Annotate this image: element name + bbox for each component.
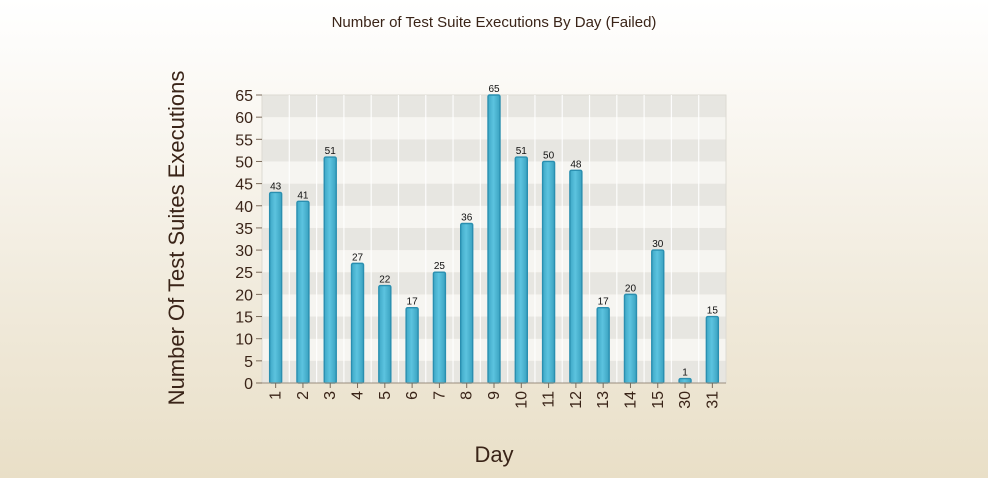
y-axis-label: Number Of Test Suites Executions bbox=[164, 71, 189, 406]
bar bbox=[350, 262, 365, 384]
y-tick-label: 40 bbox=[235, 199, 253, 216]
vertical-gridlines bbox=[288, 95, 700, 383]
x-tick-label: 3 bbox=[322, 391, 339, 400]
plot-area: 43 41 51 27 22 17 25 36 65 51 50 48 17 20 30 1 15 bbox=[261, 84, 727, 384]
bar bbox=[569, 169, 583, 384]
data-label: 30 bbox=[652, 239, 664, 250]
data-label: 48 bbox=[570, 159, 582, 170]
x-tick-label: 7 bbox=[431, 391, 448, 400]
bar bbox=[323, 156, 337, 384]
bar bbox=[705, 315, 720, 384]
y-tick-label: 20 bbox=[235, 287, 253, 304]
y-tick-label: 60 bbox=[235, 110, 253, 127]
x-tick-label: 11 bbox=[541, 391, 558, 408]
y-tick-label: 0 bbox=[244, 376, 253, 393]
y-tick-label: 50 bbox=[235, 154, 253, 171]
y-tick-label: 65 bbox=[235, 88, 253, 105]
data-label: 25 bbox=[434, 261, 446, 272]
data-label: 22 bbox=[379, 275, 391, 286]
data-label: 20 bbox=[625, 283, 637, 294]
x-tick-label: 31 bbox=[704, 391, 721, 409]
x-tick-label: 1 bbox=[268, 391, 285, 400]
data-label: 51 bbox=[325, 146, 337, 157]
data-label: 43 bbox=[270, 181, 282, 192]
x-tick-label: 13 bbox=[595, 391, 612, 409]
chart-title: Number of Test Suite Executions By Day (… bbox=[332, 14, 657, 31]
x-tick-label: 6 bbox=[404, 391, 421, 400]
data-label: 17 bbox=[407, 297, 419, 308]
y-tick-label: 35 bbox=[235, 221, 253, 238]
bar bbox=[678, 377, 692, 384]
bar bbox=[651, 249, 665, 384]
x-tick-label: 14 bbox=[622, 391, 639, 409]
data-label: 65 bbox=[488, 84, 500, 95]
y-tick-label: 30 bbox=[235, 243, 253, 260]
x-tick-label: 15 bbox=[650, 391, 667, 409]
data-label: 15 bbox=[707, 306, 719, 317]
y-tick-label: 25 bbox=[235, 265, 253, 282]
x-tick-label: 10 bbox=[513, 391, 530, 409]
data-label: 17 bbox=[598, 297, 610, 308]
y-tick-label: 15 bbox=[235, 310, 253, 327]
y-tick-label: 10 bbox=[235, 332, 253, 349]
x-tick-label: 4 bbox=[350, 391, 367, 400]
bar bbox=[487, 94, 501, 384]
data-label: 51 bbox=[516, 146, 528, 157]
data-label: 41 bbox=[297, 190, 309, 201]
bar bbox=[596, 306, 610, 384]
x-tick-label: 9 bbox=[486, 391, 503, 400]
data-labels: 43 41 51 27 22 17 25 36 65 51 50 48 17 20 30 1 15 bbox=[270, 84, 718, 379]
bar bbox=[623, 293, 638, 384]
y-tick-label: 45 bbox=[235, 177, 253, 194]
y-tick-label: 55 bbox=[235, 132, 253, 149]
bar bbox=[405, 306, 419, 384]
bar bbox=[268, 191, 283, 384]
y-axis: 0 5 10 15 20 25 30 35 40 45 50 55 60 65 bbox=[235, 88, 262, 393]
data-label: 36 bbox=[461, 212, 473, 223]
x-axis-label: Day bbox=[474, 442, 513, 467]
bar bbox=[514, 156, 528, 384]
x-axis: 1 2 3 4 5 6 7 8 9 10 11 12 13 14 15 30 31 bbox=[262, 382, 726, 409]
x-tick-label: 2 bbox=[295, 391, 312, 400]
x-tick-label: 8 bbox=[459, 391, 476, 400]
bar bbox=[432, 271, 447, 384]
bar bbox=[460, 222, 474, 384]
y-tick-label: 5 bbox=[244, 354, 253, 371]
bar bbox=[378, 284, 392, 384]
data-label: 50 bbox=[543, 150, 555, 161]
data-label: 1 bbox=[682, 368, 688, 379]
x-tick-label: 5 bbox=[377, 391, 394, 400]
bar bbox=[296, 200, 310, 384]
x-tick-label: 30 bbox=[677, 391, 694, 409]
data-label: 27 bbox=[352, 252, 364, 263]
x-tick-label: 12 bbox=[568, 391, 585, 409]
bar bbox=[541, 160, 556, 384]
bars bbox=[268, 94, 720, 384]
